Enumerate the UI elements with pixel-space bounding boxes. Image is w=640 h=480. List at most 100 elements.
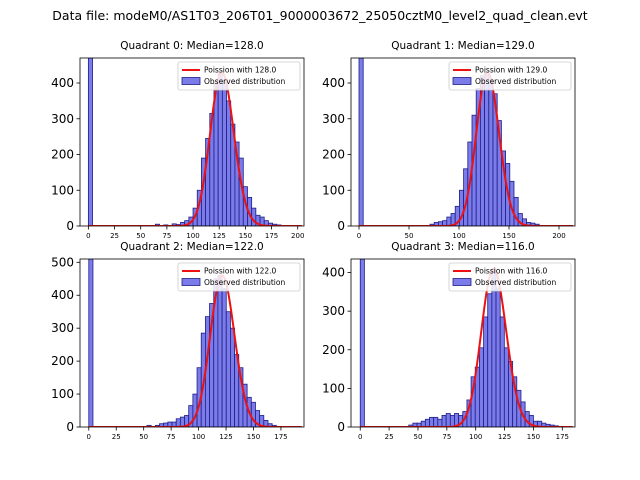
quadrant-1-ytick-label: 300 <box>322 112 345 126</box>
quadrant-2-bar <box>175 418 181 427</box>
figure-suptitle: Data file: modeM0/AS1T03_206T01_90000036… <box>52 8 587 23</box>
quadrant-2-xtick-label: 125 <box>219 433 232 441</box>
quadrant-3-bar <box>429 416 435 427</box>
quadrant-0-legend: Poission with 128.0 Observed distribution <box>177 61 301 91</box>
quadrant-1-ytick-label: 0 <box>337 219 345 233</box>
quadrant-0-panel: Quadrant 0: Median=128.0 0 100 200 300 400 0 25… <box>51 40 304 240</box>
quadrant-2-xtick-label: 100 <box>192 433 205 441</box>
quadrant-3-bar <box>424 418 430 427</box>
quadrant-2-xtick-label: 50 <box>139 433 148 441</box>
quadrant-0-ytick-label: 300 <box>51 112 74 126</box>
quadrant-2-axes-frame <box>79 258 305 428</box>
quadrant-0-poisson-line <box>88 71 302 226</box>
quadrant-2-title: Quadrant 2: Median=122.0 <box>120 241 263 253</box>
quadrant-3-bar <box>359 259 365 427</box>
quadrant-1-xtick-label: 0 <box>357 232 361 240</box>
legend-poisson-label: Poission with 122.0 <box>204 267 277 276</box>
quadrant-2-bar <box>250 401 256 427</box>
quadrant-1-legend: Poission with 129.0 Observed distribution <box>448 61 572 91</box>
quadrant-2-bar <box>230 327 236 427</box>
quadrant-1-axes-frame <box>350 57 576 227</box>
quadrant-3-xtick-label: 175 <box>556 433 569 441</box>
quadrant-0-ytick-label: 400 <box>51 76 74 90</box>
quadrant-0-bar <box>226 100 232 226</box>
quadrant-1-xtick-label: 150 <box>502 232 515 240</box>
legend-box <box>448 262 572 292</box>
quadrant-3-ytick-label: 300 <box>322 304 345 318</box>
quadrant-2-ytick-label: 0 <box>66 420 74 434</box>
legend-observed-label: Observed distribution <box>204 77 285 86</box>
quadrant-3-panel: Quadrant 3: Median=116.0 0 100 200 300 400 0 25… <box>322 241 576 441</box>
legend-observed-label: Observed distribution <box>475 278 556 287</box>
quadrant-1-ytick-label: 200 <box>322 148 345 162</box>
quadrant-2-panel: Quadrant 2: Median=122.00100200300400500… <box>51 241 305 441</box>
quadrant-3-xtick-label: 100 <box>469 433 482 441</box>
legend-box <box>177 61 301 91</box>
quadrant-1-poisson-line <box>359 71 573 226</box>
quadrant-3-axes-frame <box>350 258 576 428</box>
quadrant-1-bar <box>358 58 364 226</box>
quadrant-3-bar <box>491 268 497 427</box>
quadrant-3-ytick-label: 200 <box>322 343 345 357</box>
quadrant-2-legend: Poission with 122.0 Observed distribution <box>177 262 301 292</box>
quadrant-2-ytick-label: 200 <box>51 354 74 368</box>
quadrant-3-bar <box>499 316 505 427</box>
quadrant-1-bar <box>484 71 490 226</box>
quadrant-2-bar <box>88 259 94 427</box>
quadrant-2-ytick-label: 400 <box>51 288 74 302</box>
quadrant-0-title: Quadrant 0: Median=128.0 <box>120 40 263 52</box>
quadrant-3-xtick-label: 25 <box>385 433 394 441</box>
quadrant-1-xtick-label: 200 <box>552 232 565 240</box>
quadrant-2-xtick-label: 75 <box>167 433 176 441</box>
quadrant-3-title: Quadrant 3: Median=116.0 <box>391 241 534 253</box>
quadrant-3-bar <box>445 413 451 427</box>
quadrant-3-ytick-label: 0 <box>337 420 345 434</box>
quadrant-3-bar <box>441 415 447 427</box>
legend-poisson-label: Poission with 129.0 <box>475 66 548 75</box>
quadrant-3-ytick-label: 400 <box>322 266 345 280</box>
quadrant-2-xtick-label: 25 <box>112 433 121 441</box>
legend-poisson-label: Poission with 128.0 <box>204 66 277 75</box>
quadrant-1-xtick-label: 50 <box>405 232 414 240</box>
quadrant-3-bar <box>478 347 484 427</box>
quadrant-0-bar <box>87 58 93 226</box>
quadrant-3-xtick-label: 150 <box>527 433 540 441</box>
quadrant-2-ytick-label: 100 <box>51 387 74 401</box>
legend-bar-swatch <box>181 77 201 85</box>
quadrant-0-xtick-label: 75 <box>162 232 171 240</box>
quadrant-1-title: Quadrant 1: Median=129.0 <box>391 40 534 52</box>
quadrant-0-bar <box>221 80 227 226</box>
quadrant-0-ytick-label: 100 <box>51 183 74 197</box>
quadrant-0-xtick-label: 25 <box>110 232 119 240</box>
legend-box <box>448 61 572 91</box>
quadrant-2-xtick-label: 0 <box>87 433 91 441</box>
legend-observed-label: Observed distribution <box>204 278 285 287</box>
legend-bar-swatch <box>452 278 472 286</box>
quadrant-3-xtick-label: 0 <box>358 433 362 441</box>
quadrant-0-xtick-label: 175 <box>265 232 278 240</box>
quadrant-2-xtick-label: 150 <box>247 433 260 441</box>
quadrant-3-xtick-label: 50 <box>414 433 423 441</box>
quadrant-3-bar <box>433 416 439 427</box>
quadrant-3-poisson-line <box>360 267 573 427</box>
quadrant-3-legend: Poission with 116.0 Observed distribution <box>448 262 572 292</box>
quadrant-1-bar <box>513 197 519 226</box>
quadrant-0-ytick-label: 200 <box>51 148 74 162</box>
quadrant-3-bar <box>449 415 455 427</box>
quadrant-1-ytick-label: 100 <box>322 183 345 197</box>
quadrant-1-xtick-label: 100 <box>452 232 465 240</box>
quadrant-3-bar <box>495 287 501 427</box>
quadrant-0-xtick-label: 125 <box>213 232 226 240</box>
quadrant-0-ytick-label: 0 <box>66 219 74 233</box>
legend-bar-swatch <box>452 77 472 85</box>
quadrant-1-bar <box>488 79 494 226</box>
legend-box <box>177 262 301 292</box>
legend-poisson-label: Poission with 116.0 <box>475 267 548 276</box>
quadrant-1-panel: Quadrant 1: Median=129.0 0 100 200 300 400 0 50… <box>322 40 576 240</box>
quadrant-2-xtick-label: 175 <box>274 433 287 441</box>
quadrant-3-bar <box>437 418 443 427</box>
quadrant-3-ytick-label: 100 <box>322 381 345 395</box>
quadrant-0-xtick-label: 200 <box>291 232 304 240</box>
quadrant-3-xtick-label: 75 <box>442 433 451 441</box>
